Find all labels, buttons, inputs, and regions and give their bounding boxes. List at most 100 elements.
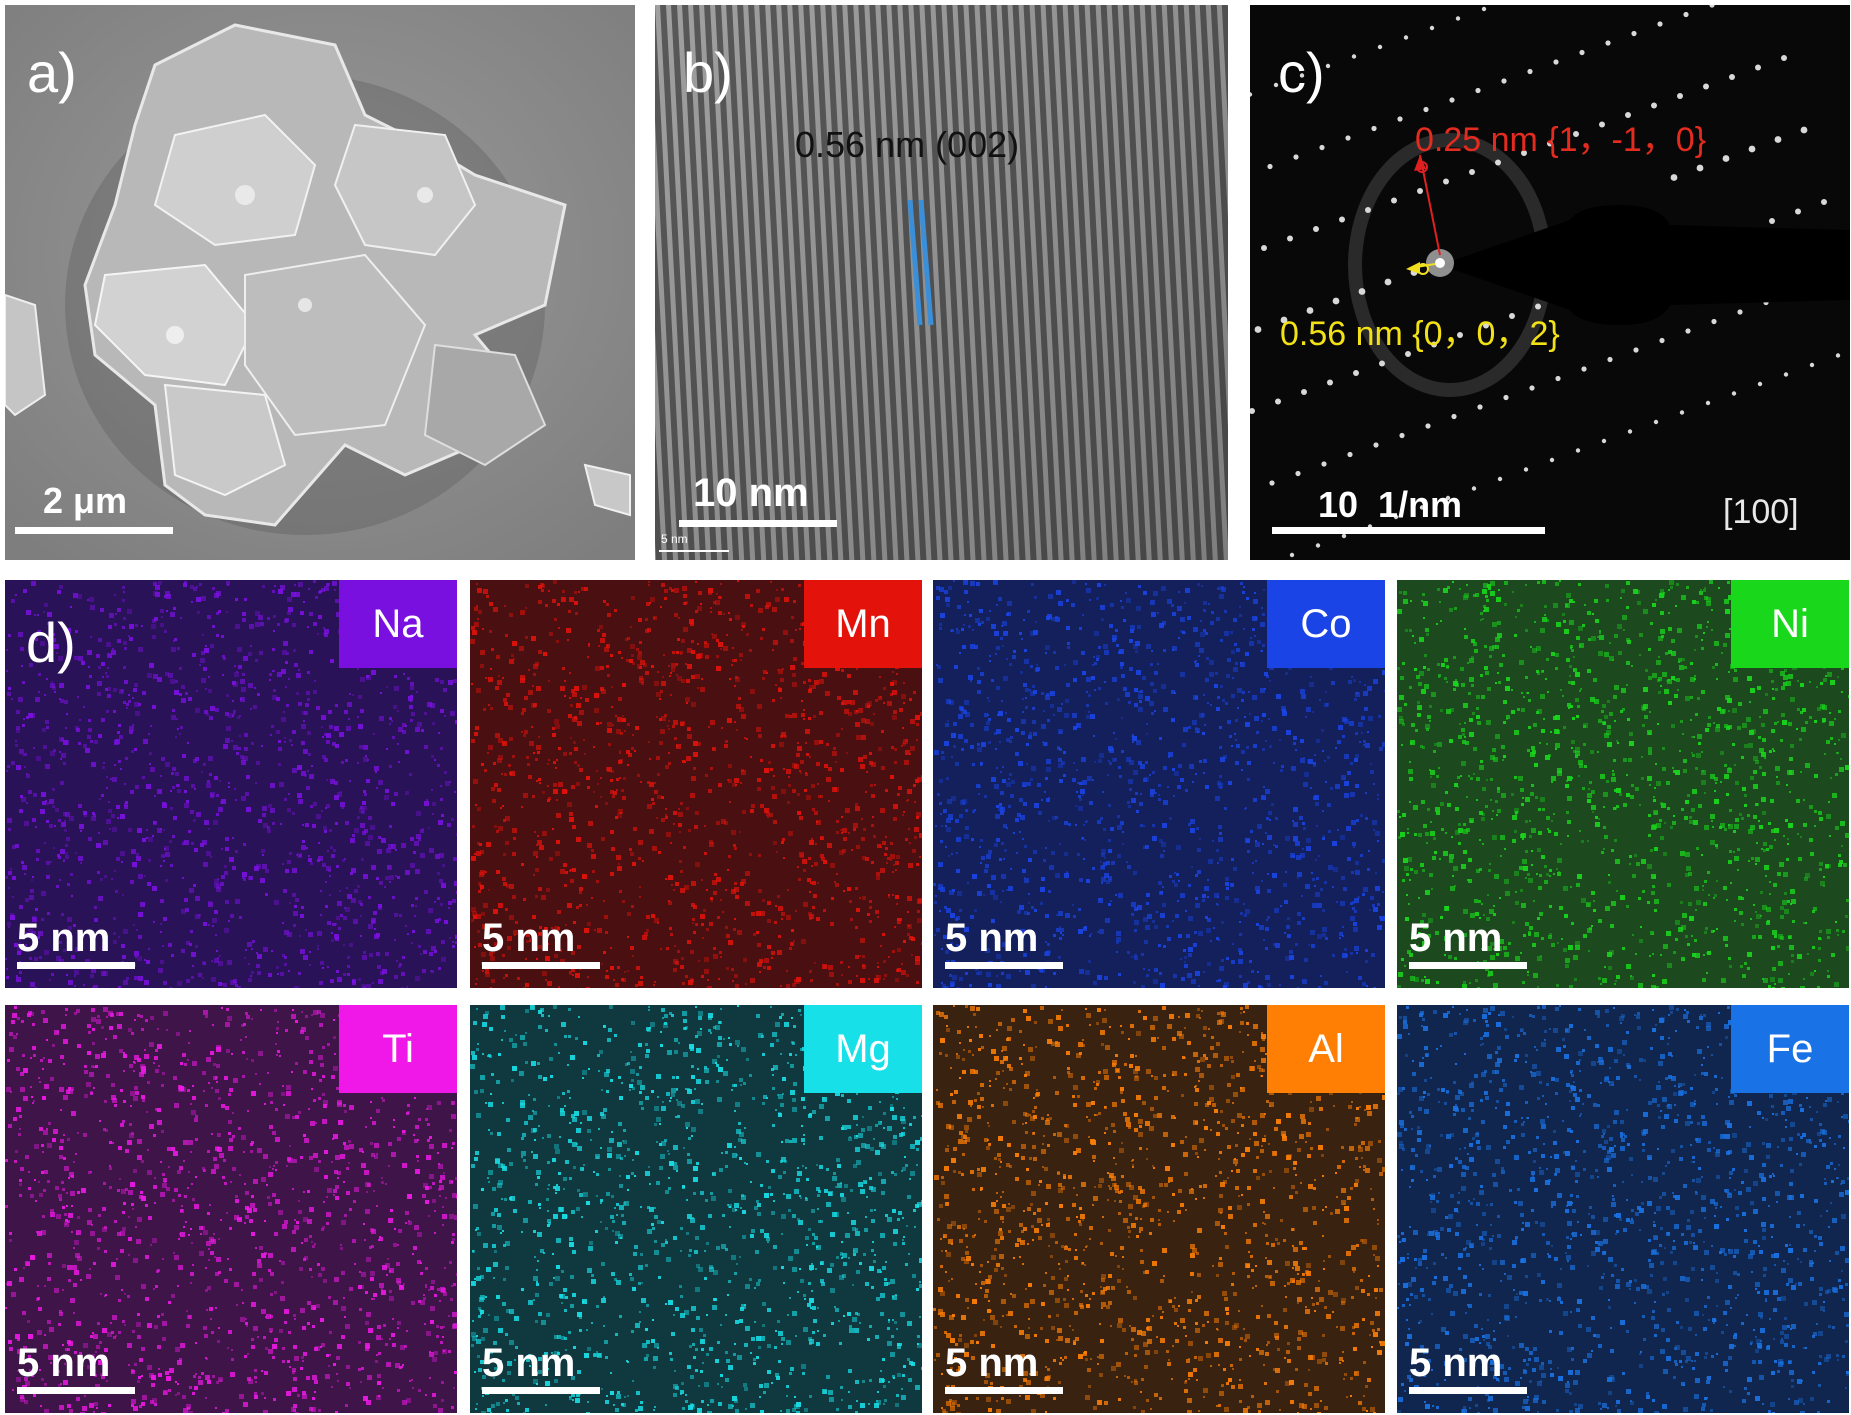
yellow-spot-label: 0.56 nm {0，0，2} <box>1280 315 1560 353</box>
diffraction-spot <box>1755 64 1761 71</box>
diffraction-spot <box>1295 470 1301 477</box>
diffraction-spot <box>1509 313 1515 319</box>
eds-scale-label: 5 nm <box>1409 916 1503 960</box>
diffraction-spot <box>1469 169 1475 175</box>
element-badge: Mn <box>804 580 922 668</box>
eds-map-ni: Ni 5 nm <box>1397 580 1849 988</box>
diffraction-spot <box>1547 140 1553 147</box>
panel-a-label: a) <box>27 41 77 104</box>
diffraction-spot <box>1299 73 1305 78</box>
element-badge: Co <box>1267 580 1385 668</box>
panel-c-scale-bar <box>1272 527 1545 534</box>
diffraction-spot <box>1703 83 1709 90</box>
eds-noise-graphic <box>1397 1005 1849 1413</box>
eds-scale-bar <box>17 962 135 969</box>
diffraction-spot <box>1358 288 1366 295</box>
diffraction-spot <box>1341 533 1347 539</box>
diffraction-spot <box>1601 438 1607 444</box>
diffraction-spot <box>1781 55 1787 61</box>
diffraction-spot <box>1679 410 1685 415</box>
diffraction-spot <box>1748 145 1756 153</box>
zone-axis-label: [100] <box>1723 493 1799 531</box>
diffraction-spot <box>1451 413 1457 420</box>
panel-a-scale-label: 2 μm <box>43 480 128 521</box>
diffraction-spot <box>1449 97 1455 103</box>
diffraction-spot <box>1529 385 1535 391</box>
diffraction-spot <box>1280 316 1288 324</box>
diffraction-spot <box>1397 116 1403 122</box>
diffraction-spot <box>1553 59 1559 65</box>
diffraction-spot <box>1345 135 1351 141</box>
eds-scale-label: 5 nm <box>945 916 1039 960</box>
element-badge: Ni <box>1731 580 1849 668</box>
diffraction-spot <box>1332 297 1340 305</box>
diffraction-spot <box>1365 207 1371 213</box>
diffraction-spot <box>1653 419 1659 425</box>
sem-particle-graphic <box>5 5 635 560</box>
diffraction-spot <box>1575 448 1581 453</box>
panel-c-scale-label: 10 1/nm <box>1318 484 1463 525</box>
diffraction-spot <box>1579 49 1585 56</box>
diffraction-spot <box>1670 174 1678 181</box>
panel-a-scale-bar <box>15 527 173 534</box>
eds-scale-bar <box>945 1387 1063 1394</box>
diffraction-spot <box>1481 6 1487 12</box>
diffraction-spot <box>1651 102 1657 109</box>
diffraction-spot <box>1696 164 1704 172</box>
diffraction-spot <box>1495 159 1501 166</box>
diffraction-spot <box>1273 82 1279 88</box>
eds-map-mn: Mn 5 nm <box>470 580 922 988</box>
diffraction-spot <box>1457 332 1463 338</box>
eds-scale-label: 5 nm <box>17 916 111 960</box>
eds-map-na: Na 5 nm <box>5 580 457 988</box>
eds-noise-graphic <box>933 580 1385 988</box>
element-badge: Na <box>339 580 457 668</box>
diffraction-spot <box>1607 356 1613 363</box>
eds-scale-label: 5 nm <box>17 1341 111 1385</box>
diffraction-spot <box>1327 379 1333 386</box>
eds-scale-bar <box>1409 1387 1527 1394</box>
diffraction-spot <box>1445 495 1451 501</box>
panel-c-label: c) <box>1278 41 1325 104</box>
diffraction-spot <box>1783 372 1789 377</box>
element-badge: Al <box>1267 1005 1385 1093</box>
diffraction-spot <box>1809 362 1815 368</box>
diffraction-spot <box>1254 326 1262 333</box>
hrtem-image-panel: b) 0.56 nm (002) 10 nm 5 nm <box>655 5 1228 560</box>
diffraction-spot <box>1769 218 1775 224</box>
diffraction-spot <box>1419 505 1425 510</box>
diffraction-spot <box>1293 154 1299 160</box>
eds-scale-bar <box>1409 962 1527 969</box>
diffraction-spot <box>1425 423 1431 429</box>
diffraction-spot <box>1625 112 1631 118</box>
saed-pattern-panel: c) 0.25 nm {1，-1，0} 0.56 nm {0，0，2} 10 1… <box>1250 5 1850 560</box>
diffraction-spot <box>1497 476 1503 482</box>
diffraction-spot <box>1659 337 1665 344</box>
diffraction-spot <box>1722 155 1730 162</box>
eds-map-ti: Ti 5 nm <box>5 1005 457 1413</box>
diffraction-spot <box>1657 21 1663 27</box>
eds-scale-bar <box>17 1387 135 1394</box>
diffraction-spot <box>1377 44 1383 50</box>
diffraction-spot <box>1250 92 1253 97</box>
diffraction-spot <box>1393 514 1399 520</box>
diffraction-spot <box>1269 480 1275 486</box>
diffraction-spot <box>1417 188 1423 194</box>
diffraction-spot <box>1627 429 1633 434</box>
diffraction-spot <box>1475 87 1481 94</box>
diffraction-spot <box>1729 74 1735 80</box>
sem-image-panel: a) 2 μm <box>5 5 635 560</box>
diffraction-spot <box>1599 121 1605 128</box>
diffraction-spot <box>1261 245 1267 251</box>
element-badge: Ti <box>339 1005 457 1093</box>
diffraction-spot <box>1325 63 1331 69</box>
diffraction-spot <box>1705 400 1711 406</box>
diffraction-spot <box>1371 125 1377 132</box>
diffraction-spot <box>1319 144 1325 151</box>
diffraction-spot <box>1535 303 1541 310</box>
diffraction-spot <box>1757 381 1763 387</box>
element-badge: Mg <box>804 1005 922 1093</box>
diffraction-spot <box>1347 451 1353 458</box>
eds-map-mg: Mg 5 nm <box>470 1005 922 1413</box>
diffraction-spot <box>1405 351 1411 357</box>
